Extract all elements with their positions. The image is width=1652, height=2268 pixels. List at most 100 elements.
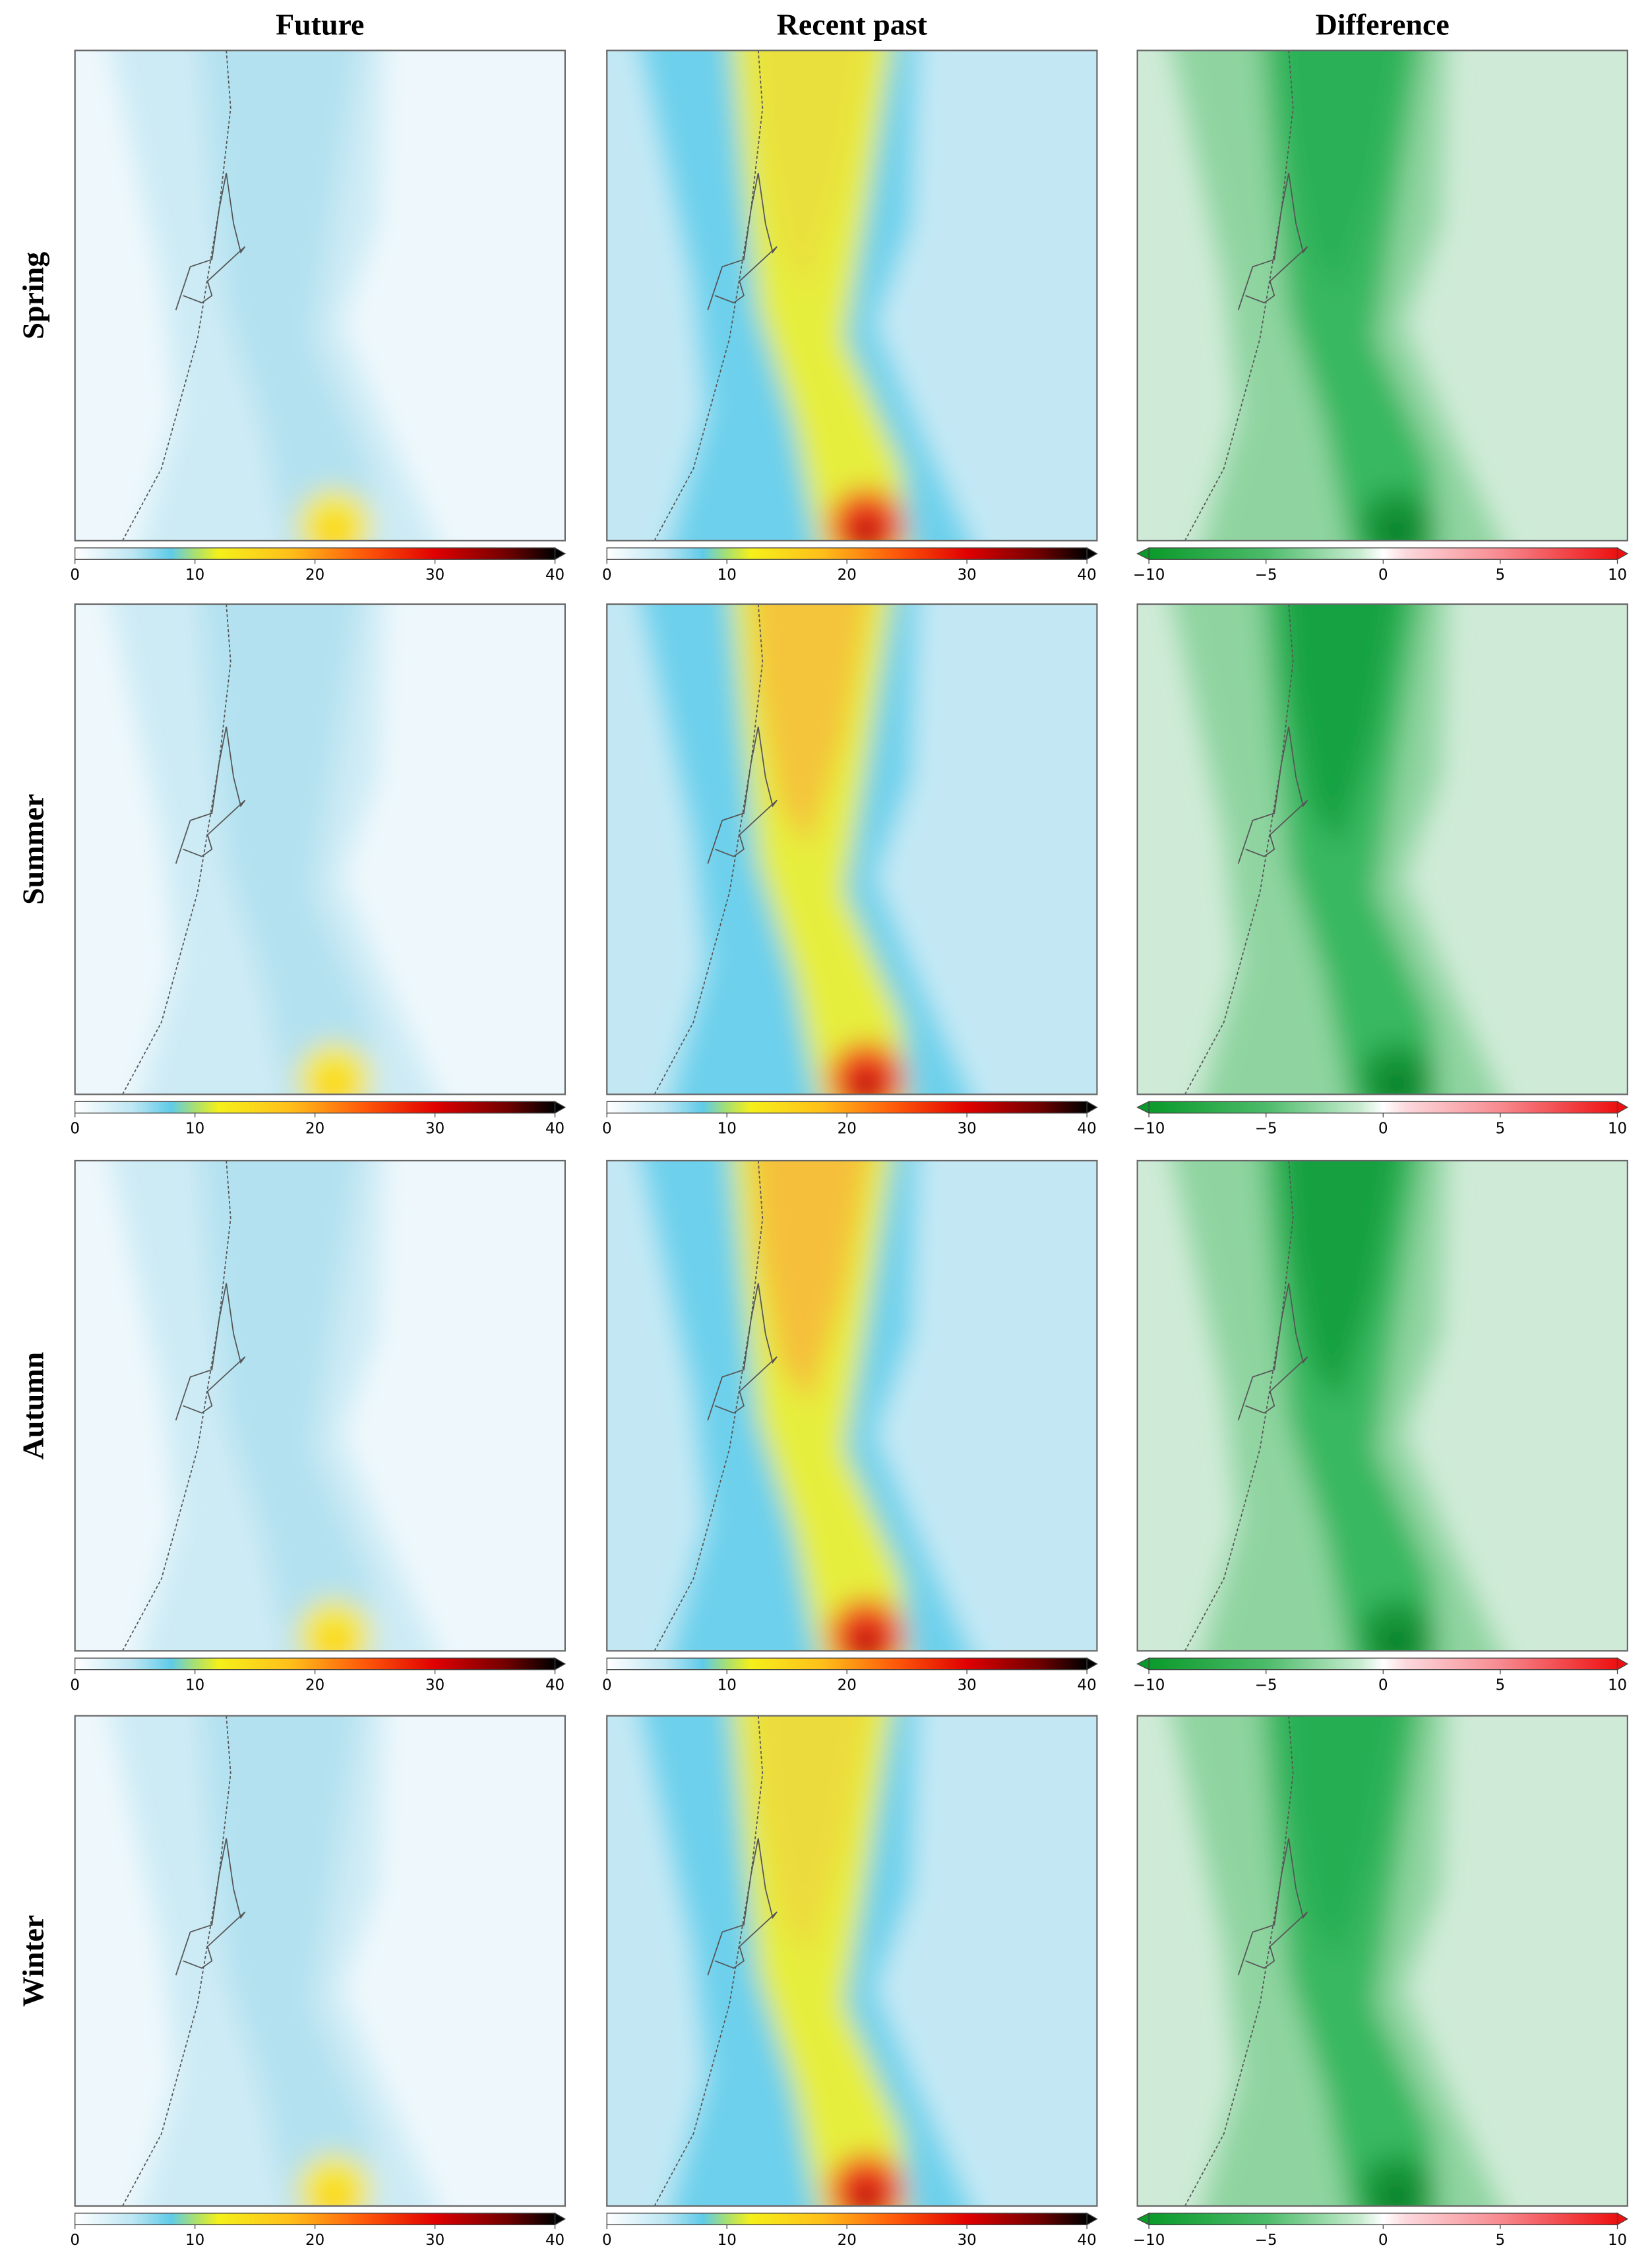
column-title: Recent past: [777, 7, 928, 41]
lagoon: [175, 173, 246, 311]
hotspot: [1359, 2154, 1434, 2206]
coastline: [122, 604, 231, 1095]
colorbar-tick-label: 40: [1078, 2232, 1097, 2249]
band-core: [1283, 604, 1399, 849]
colorbar-tick-label: 0: [70, 1120, 80, 1137]
colorbar-arrow: [1086, 1657, 1098, 1670]
colorbar-bar: [1148, 1101, 1618, 1114]
map-contours: [1173, 50, 1500, 541]
lagoon: [707, 726, 778, 864]
colorbar-tick-label: 30: [958, 567, 977, 584]
colorbar-tick-label: 30: [958, 2232, 977, 2249]
map-panel: [1136, 49, 1628, 541]
hotspot-core: [1381, 517, 1413, 541]
colorbar-arrow: [1136, 2212, 1149, 2226]
map-field: [1137, 604, 1628, 1095]
map-contours: [110, 50, 437, 541]
map-frame: [606, 49, 1098, 541]
map-frame: [74, 49, 566, 541]
coastline: [654, 1160, 764, 1651]
map-field: [607, 50, 1097, 541]
coastline: [654, 604, 764, 1095]
hotspot-core: [319, 1628, 351, 1651]
colorbar-tick-label: 5: [1496, 1676, 1506, 1694]
hotspot: [1359, 1599, 1434, 1651]
lagoon: [175, 726, 246, 864]
column-title: Future: [276, 7, 364, 41]
colorbar-tick-label: 40: [1078, 567, 1097, 584]
colorbar: −10 −5 0 5 10: [1133, 2212, 1629, 2249]
hotspot-core: [850, 1628, 882, 1651]
band-core: [1283, 1160, 1399, 1406]
colorbar-arrow: [1136, 547, 1149, 561]
hotspot: [297, 489, 372, 541]
band-core: [1283, 50, 1399, 296]
hotspot: [828, 2154, 904, 2206]
colorbar-tick-label: 20: [838, 1676, 857, 1694]
map-frame: [74, 1715, 566, 2207]
colorbar-tick-label: 20: [305, 567, 324, 584]
colorbar-arrow: [554, 1657, 566, 1670]
hotspot: [1359, 1042, 1434, 1095]
colorbar-tick-label: 10: [185, 1676, 204, 1694]
map-contours: [110, 1160, 437, 1651]
colorbar-tick-label: 5: [1496, 1120, 1506, 1137]
colorbar-tick-label: 30: [425, 2232, 444, 2249]
colorbar-tick-label: 20: [838, 1120, 857, 1137]
colorbar-tick-label: 40: [545, 1676, 565, 1694]
hotspot: [297, 2154, 372, 2206]
map-panel: [74, 1159, 566, 1652]
colorbar-bar: [75, 2213, 556, 2226]
colorbar-tick-label: 40: [1078, 1120, 1097, 1137]
colorbar-arrow: [554, 1101, 566, 1114]
colorbar-tick-label: 30: [958, 1120, 977, 1137]
coastline: [1184, 1715, 1294, 2206]
colorbar-arrow: [554, 547, 566, 561]
colorbar-tick-label: 0: [602, 1676, 612, 1694]
map-field: [607, 604, 1097, 1095]
hotspot: [297, 1042, 372, 1095]
map-frame: [1136, 49, 1628, 541]
hotspot-core: [1381, 1628, 1413, 1651]
colorbar-tick-label: −5: [1255, 2232, 1277, 2249]
colorbar-bar: [1148, 2213, 1618, 2226]
colorbar-arrow: [1616, 2212, 1629, 2226]
colorbar-tick-label: −5: [1255, 1120, 1277, 1137]
map-frame: [1136, 603, 1628, 1095]
colorbar-tick-label: 0: [1378, 567, 1388, 584]
map-contours: [642, 50, 969, 541]
colorbar-tick-label: 0: [70, 1676, 80, 1694]
map-field: [1137, 1715, 1628, 2206]
hotspot: [1359, 489, 1434, 541]
map-contours: [1173, 1160, 1500, 1651]
map-contours: [642, 1715, 969, 2206]
map-contours: [110, 604, 437, 1095]
map-frame: [606, 603, 1098, 1095]
map-panel: [1136, 1715, 1628, 2207]
map-field: [75, 604, 565, 1095]
colorbar: −10 −5 0 5 10: [1133, 1657, 1629, 1694]
map-panel: [606, 1159, 1098, 1652]
hotspot: [297, 1599, 372, 1651]
colorbar-tick-label: 20: [838, 567, 857, 584]
map-frame: [1136, 1715, 1628, 2207]
colorbar-tick-label: 10: [185, 2232, 204, 2249]
colorbar-arrow: [1616, 547, 1629, 561]
hotspot-core: [850, 2183, 882, 2206]
coastline: [1184, 1160, 1294, 1651]
colorbar-tick-label: 5: [1496, 567, 1506, 584]
map-frame: [606, 1159, 1098, 1652]
colorbar-tick-label: 40: [545, 1120, 565, 1137]
band-core: [752, 1715, 869, 1961]
colorbar-tick-label: 10: [185, 1120, 204, 1137]
colorbar-tick-label: 0: [602, 567, 612, 584]
map-contours: [642, 604, 969, 1095]
colorbar-tick-label: 10: [718, 1120, 737, 1137]
coastline: [1184, 50, 1294, 541]
hotspot: [828, 489, 904, 541]
colorbar-bar: [606, 2213, 1087, 2226]
colorbar-bar: [75, 1657, 556, 1670]
colorbar-tick-label: 10: [1608, 567, 1627, 584]
map-frame: [1136, 1159, 1628, 1652]
map-panel: [1136, 603, 1628, 1095]
